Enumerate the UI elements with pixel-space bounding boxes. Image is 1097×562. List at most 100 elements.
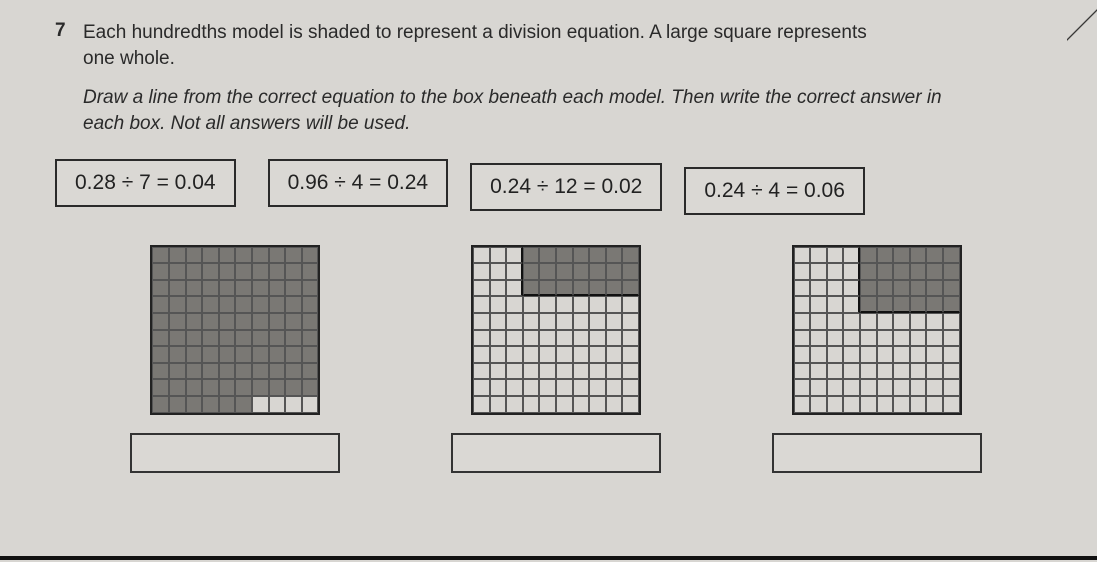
grid-cell xyxy=(269,330,286,347)
grid-cell xyxy=(202,313,219,330)
grid-cell xyxy=(810,280,827,297)
grid-cell xyxy=(794,313,811,330)
grid-cell xyxy=(860,296,877,313)
grid-cell xyxy=(490,247,507,264)
grid-cell xyxy=(202,330,219,347)
grid-cell xyxy=(606,247,623,264)
grid-cell xyxy=(843,396,860,413)
grid-cell xyxy=(606,296,623,313)
grid-cell xyxy=(926,363,943,380)
grid-cell xyxy=(252,263,269,280)
grid-cell xyxy=(252,313,269,330)
answer-box-3[interactable] xyxy=(772,433,982,473)
grid-cell xyxy=(506,280,523,297)
equation-option-3[interactable]: 0.24 ÷ 12 = 0.02 xyxy=(470,163,662,211)
grid-cell xyxy=(556,296,573,313)
equation-option-4[interactable]: 0.24 ÷ 4 = 0.06 xyxy=(684,167,865,215)
grid-cell xyxy=(506,263,523,280)
grid-cell xyxy=(186,313,203,330)
grid-cell xyxy=(794,247,811,264)
grid-cell xyxy=(877,263,894,280)
grid-cell xyxy=(152,280,169,297)
prompt-line-2: one whole. xyxy=(83,48,175,69)
grid-cell xyxy=(810,346,827,363)
grid-cell xyxy=(556,247,573,264)
grid-cell xyxy=(235,247,252,264)
grid-cell xyxy=(252,330,269,347)
grid-cell xyxy=(794,280,811,297)
grid-cell xyxy=(827,313,844,330)
grid-cell xyxy=(860,396,877,413)
grid-cell xyxy=(186,296,203,313)
grid-cell xyxy=(877,330,894,347)
grid-cell xyxy=(622,346,639,363)
grid-cell xyxy=(556,396,573,413)
grid-cell xyxy=(523,363,540,380)
grid-cell xyxy=(910,313,927,330)
grid-cell xyxy=(893,379,910,396)
grid-cell xyxy=(523,396,540,413)
equation-option-2[interactable]: 0.96 ÷ 4 = 0.24 xyxy=(268,159,449,207)
grid-cell xyxy=(827,379,844,396)
grid-cell xyxy=(843,296,860,313)
grid-cell xyxy=(202,379,219,396)
grid-cell xyxy=(152,330,169,347)
grid-cell xyxy=(573,363,590,380)
grid-cell xyxy=(943,330,960,347)
grid-cell xyxy=(794,346,811,363)
hundredths-grid-3 xyxy=(792,245,962,415)
grid-cell xyxy=(860,280,877,297)
grid-cell xyxy=(622,379,639,396)
prompt-line-1: Each hundredths model is shaded to repre… xyxy=(83,22,867,43)
grid-cell xyxy=(573,313,590,330)
grid-cell xyxy=(169,247,186,264)
grid-cell xyxy=(202,247,219,264)
grid-cell xyxy=(302,247,319,264)
grid-cell xyxy=(523,296,540,313)
grid-cell xyxy=(202,363,219,380)
grid-cell xyxy=(877,396,894,413)
grid-cell xyxy=(269,247,286,264)
grid-cell xyxy=(589,296,606,313)
grid-cell xyxy=(473,396,490,413)
answer-box-1[interactable] xyxy=(130,433,340,473)
grid-cell xyxy=(219,263,236,280)
grid-cell xyxy=(285,379,302,396)
grid-cell xyxy=(589,313,606,330)
grid-cell xyxy=(302,280,319,297)
grid-cell xyxy=(843,280,860,297)
grid-cell xyxy=(523,346,540,363)
grid-cell xyxy=(235,363,252,380)
grid-cell xyxy=(285,346,302,363)
page-corner-shadow xyxy=(1067,0,1097,50)
grid-cell xyxy=(622,247,639,264)
grid-cell xyxy=(302,330,319,347)
grid-cell xyxy=(556,330,573,347)
grid-cell xyxy=(219,379,236,396)
grid-cell xyxy=(473,247,490,264)
grid-cell xyxy=(285,296,302,313)
grid-cell xyxy=(219,330,236,347)
grid-cell xyxy=(943,379,960,396)
grid-cell xyxy=(473,363,490,380)
grid-cell xyxy=(794,263,811,280)
grid-cell xyxy=(877,280,894,297)
grid-cell xyxy=(235,346,252,363)
grid-cell xyxy=(860,313,877,330)
grid-cell xyxy=(219,363,236,380)
equation-option-1[interactable]: 0.28 ÷ 7 = 0.04 xyxy=(55,159,236,207)
grid-cell xyxy=(943,247,960,264)
grid-cell xyxy=(169,280,186,297)
answer-box-2[interactable] xyxy=(451,433,661,473)
grid-cell xyxy=(860,263,877,280)
grid-cell xyxy=(589,263,606,280)
grid-cell xyxy=(202,346,219,363)
grid-cell xyxy=(926,313,943,330)
grid-cell xyxy=(169,346,186,363)
grid-cell xyxy=(893,247,910,264)
grid-cell xyxy=(794,396,811,413)
grid-cell xyxy=(606,313,623,330)
grid-cell xyxy=(589,247,606,264)
grid-cell xyxy=(606,396,623,413)
grid-cell xyxy=(169,379,186,396)
